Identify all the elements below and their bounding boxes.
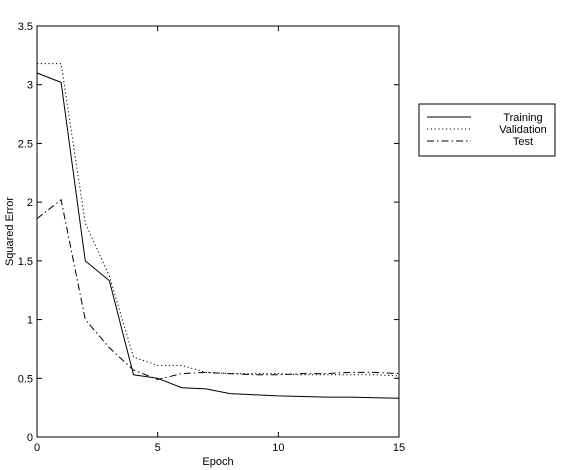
series-lines <box>36 63 400 399</box>
y-tick-label: 0.5 <box>18 373 33 385</box>
y-tick-label: 1 <box>27 315 33 327</box>
legend-label-validation: Validation <box>499 124 547 136</box>
x-tick-label: 5 <box>155 442 161 454</box>
y-tick-label: 1.5 <box>18 256 33 268</box>
y-axis-title: Squared Error <box>4 197 16 266</box>
legend-box <box>418 103 556 157</box>
y-tick-label: 0 <box>27 432 33 444</box>
y-tick-label: 3.5 <box>18 21 33 33</box>
y-tick-label: 3 <box>27 80 33 92</box>
x-axis-title: Epoch <box>202 456 233 468</box>
x-tick-label: 0 <box>34 442 40 454</box>
y-tick-label: 2 <box>27 197 33 209</box>
plot-area <box>36 25 400 438</box>
series-line-test <box>36 198 400 381</box>
x-tick-label: 15 <box>393 442 405 454</box>
x-tick-label: 10 <box>272 442 284 454</box>
legend-label-test: Test <box>513 136 533 148</box>
axis-ticks: 0 5 10 15 0 0.5 1 1.5 2 2.5 3 3.5 <box>18 21 405 454</box>
legend-label-training: Training <box>503 112 542 124</box>
series-line-training <box>36 72 400 399</box>
y-tick-label: 2.5 <box>18 138 33 150</box>
